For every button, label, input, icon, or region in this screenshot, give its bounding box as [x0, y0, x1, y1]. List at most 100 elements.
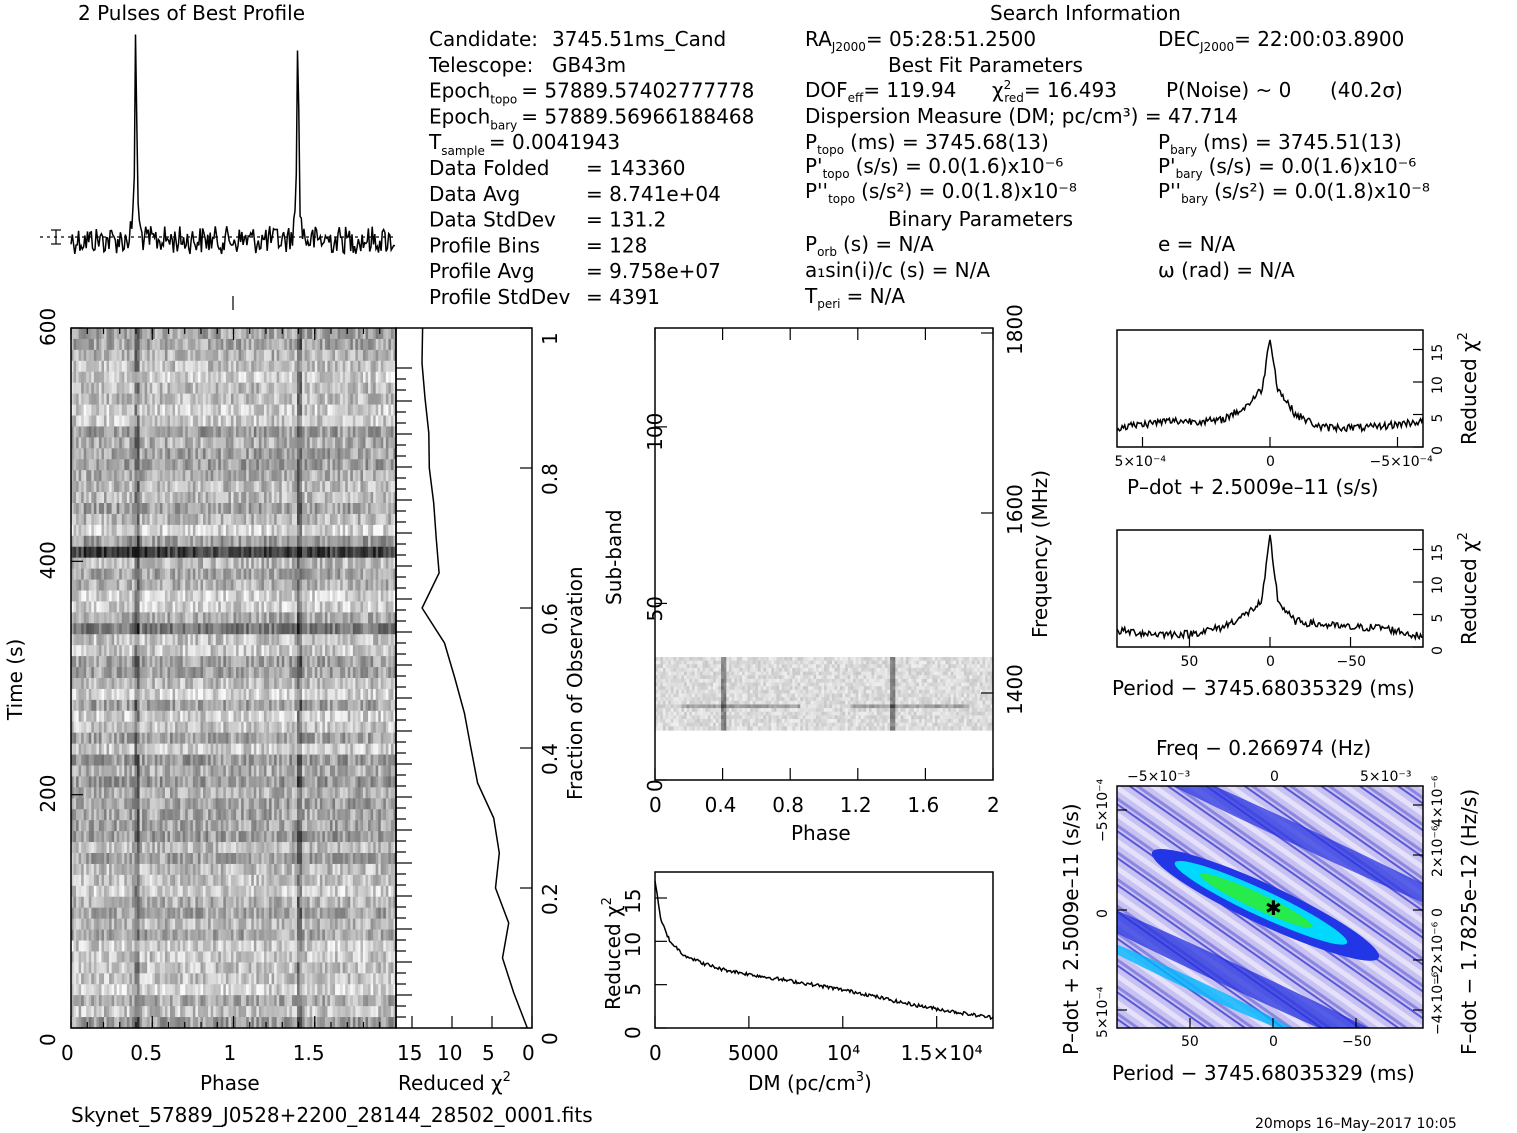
time-phase-cell: [208, 524, 212, 537]
time-phase-cell: [380, 426, 384, 438]
time-phase-cell: [319, 524, 323, 537]
time-phase-cell: [139, 535, 143, 548]
time-phase-cell: [182, 601, 186, 613]
time-phase-cell: [274, 415, 278, 428]
time-phase-cell: [317, 601, 321, 613]
time-phase-cell: [205, 415, 209, 428]
time-phase-cell: [154, 459, 158, 471]
time-phase-cell: [175, 546, 179, 559]
time-phase-cell: [228, 546, 232, 559]
time-phase-cell: [368, 470, 372, 482]
time-phase-cell: [256, 382, 260, 395]
time-phase-cell: [197, 590, 202, 603]
time-phase-cell: [88, 360, 92, 373]
time-phase-cell: [101, 426, 105, 438]
time-phase-cell: [362, 437, 367, 449]
time-phase-cell: [180, 590, 184, 603]
time-phase-cell: [279, 612, 283, 624]
time-phase-cell: [327, 535, 331, 548]
time-phase-cell: [291, 634, 296, 646]
time-phase-cell: [291, 437, 296, 449]
time-phase-cell: [375, 601, 379, 613]
time-phase-cell: [152, 557, 156, 570]
time-phase-cell: [172, 535, 176, 548]
time-phase-cell: [286, 546, 290, 559]
time-phase-cell: [215, 382, 219, 395]
time-phase-cell: [86, 470, 90, 482]
time-phase-cell: [223, 557, 227, 570]
time-phase-cell: [203, 437, 207, 449]
time-phase-cell: [73, 349, 77, 362]
time-phase-cell: [317, 590, 321, 603]
time-phase-cell: [360, 470, 364, 482]
time-phase-cell: [362, 535, 367, 548]
time-phase-cell: [309, 426, 313, 438]
time-phase-cell: [375, 590, 379, 603]
time-phase-cell: [324, 535, 329, 548]
time-phase-cell: [180, 393, 184, 406]
time-phase-cell: [335, 415, 339, 428]
time-phase-cell: [276, 404, 280, 417]
time-phase-cell: [91, 393, 95, 406]
time-phase-cell: [93, 623, 97, 635]
time-phase-cell: [157, 535, 161, 548]
time-phase-cell: [215, 393, 219, 406]
time-phase-cell: [91, 645, 95, 657]
time-phase-cell: [276, 579, 280, 592]
time-phase-cell: [131, 634, 136, 646]
time-phase-cell: [187, 382, 191, 395]
time-phase-cell: [98, 590, 103, 603]
time-phase-cell: [180, 338, 184, 351]
time-phase-cell: [319, 426, 323, 438]
time-phase-cell: [383, 601, 387, 613]
time-phase-cell: [124, 568, 128, 581]
time-phase-cell: [86, 338, 90, 351]
time-phase-cell: [241, 448, 245, 460]
time-phase-cell: [236, 459, 240, 471]
time-phase-cell: [304, 448, 308, 460]
profile-title: 2 Pulses of Best Profile: [78, 1, 305, 25]
time-phase-cell: [246, 349, 250, 362]
time-phase-cell: [144, 382, 148, 395]
time-phase-cell: [393, 579, 397, 592]
time-phase-cell: [340, 601, 344, 613]
time-phase-cell: [139, 437, 143, 449]
time-phase-cell: [352, 524, 356, 537]
time-phase-cell: [385, 623, 389, 635]
time-phase-cell: [360, 612, 364, 624]
time-phase-cell: [175, 459, 179, 471]
time-phase-cell: [271, 524, 275, 537]
time-phase-cell: [175, 557, 179, 570]
time-phase-cell: [218, 557, 222, 570]
time-phase-cell: [335, 404, 339, 417]
time-phase-cell: [190, 503, 194, 515]
time-phase-cell: [360, 338, 364, 351]
time-phase-cell: [88, 634, 92, 646]
time-phase-cell: [116, 513, 120, 526]
time-phase-cell: [129, 601, 133, 613]
time-phase-cell: [134, 470, 138, 482]
time-phase-cell: [357, 503, 362, 515]
time-phase-cell: [383, 634, 387, 646]
time-phase-cell: [182, 349, 186, 362]
time-phase-cell: [243, 349, 247, 362]
time-phase-cell: [370, 393, 374, 406]
time-phase-cell: [195, 481, 199, 493]
time-phase-cell: [279, 437, 283, 449]
time-phase-cell: [137, 535, 141, 548]
time-phase-cell: [93, 535, 97, 548]
time-phase-cell: [86, 656, 90, 668]
time-phase-cell: [312, 503, 316, 515]
time-phase-cell: [304, 590, 308, 603]
time-phase-cell: [286, 404, 290, 417]
time-phase-cell: [317, 492, 321, 504]
time-phase-cell: [304, 513, 308, 526]
time-phase-cell: [355, 371, 359, 384]
time-phase-cell: [76, 371, 80, 384]
time-phase-cell: [121, 470, 125, 482]
time-phase-cell: [289, 459, 293, 471]
time-phase-cell: [91, 437, 95, 449]
time-phase-cell: [307, 503, 311, 515]
time-phase-cell: [269, 503, 273, 515]
time-phase-cell: [342, 470, 346, 482]
